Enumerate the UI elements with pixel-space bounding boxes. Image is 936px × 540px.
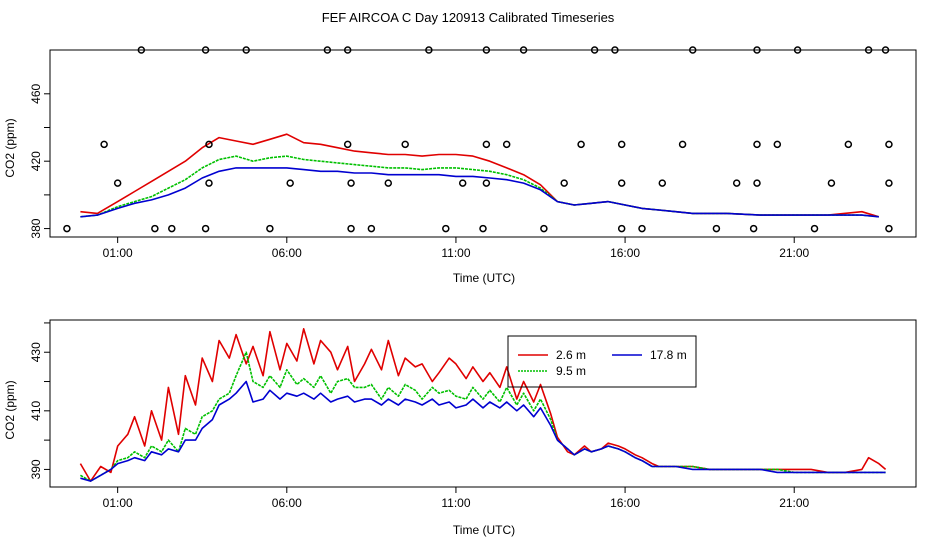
legend-frame [507, 335, 697, 388]
y-tick-label: 460 [29, 83, 43, 103]
data-point [590, 46, 599, 54]
data-point [658, 179, 667, 187]
x-tick-label: 01:00 [103, 496, 133, 510]
data-point [367, 224, 376, 233]
x-tick-label: 11:00 [441, 496, 470, 510]
x-tick-label: 11:00 [441, 246, 470, 260]
legend-label-2.6m: 2.6 m [556, 348, 586, 362]
top-panel-ylabel: CO2 (ppm) [3, 118, 17, 177]
data-point [732, 179, 741, 187]
data-point [753, 46, 761, 54]
data-point [482, 46, 491, 54]
data-point [242, 46, 250, 54]
data-point [323, 46, 332, 54]
data-point [773, 140, 782, 149]
data-point [425, 46, 433, 54]
data-point [810, 224, 819, 233]
data-point [881, 46, 890, 54]
data-point [201, 224, 210, 233]
data-point [347, 224, 355, 233]
data-point [201, 46, 210, 54]
data-point [482, 140, 491, 149]
data-point [793, 46, 802, 54]
legend: 2.6 m 9.5 m 17.8 m [507, 335, 697, 388]
y-tick-label: 410 [29, 400, 43, 420]
data-point [712, 224, 721, 233]
data-point [137, 46, 146, 54]
data-point [266, 224, 274, 233]
y-tick-label: 390 [29, 459, 43, 479]
legend-label-9.5m: 9.5 m [556, 364, 586, 378]
top-panel-series [80, 133, 880, 218]
data-point [617, 224, 626, 233]
figure-title: FEF AIRCOA C Day 120913 Calibrated Times… [322, 10, 615, 25]
bottom-panel-frame [49, 319, 917, 488]
bottom-panel-ylabel: CO2 (ppm) [3, 380, 17, 439]
top-panel-points [63, 46, 893, 233]
data-point [749, 224, 758, 233]
data-point [864, 46, 873, 54]
data-point [617, 140, 626, 149]
top-panel-scatter-and-lines: 01:00 06:00 11:00 16:00 21:00 380 420 460 Time … [3, 46, 917, 285]
data-point [519, 46, 528, 54]
data-point [343, 46, 352, 54]
data-point [458, 179, 467, 187]
data-point [347, 179, 355, 187]
x-tick-label: 21:00 [779, 246, 809, 260]
y-tick-label: 380 [29, 218, 43, 238]
data-point [611, 46, 619, 54]
x-tick-label: 16:00 [610, 496, 640, 510]
series-line-17.8m [80, 380, 886, 482]
data-point [151, 224, 159, 233]
bottom-panel-ticks: 01:00 06:00 11:00 16:00 21:00 390 410 430 [29, 322, 810, 510]
data-point [688, 46, 697, 54]
data-point [100, 140, 108, 149]
data-point [479, 224, 487, 233]
data-point [617, 179, 626, 187]
x-tick-label: 01:00 [103, 246, 133, 260]
data-point [168, 224, 176, 233]
series-line-17.8m [80, 167, 879, 218]
data-point [384, 179, 393, 187]
data-point [502, 140, 511, 149]
x-tick-label: 21:00 [779, 496, 809, 510]
data-point [753, 140, 761, 149]
data-point [577, 140, 585, 149]
data-point [63, 224, 71, 233]
top-panel-ticks: 01:00 06:00 11:00 16:00 21:00 380 420 460 [29, 83, 810, 260]
data-point [205, 179, 213, 187]
data-point [205, 140, 213, 149]
bottom-panel-xlabel: Time (UTC) [453, 523, 515, 537]
data-point [560, 179, 568, 187]
y-tick-label: 430 [29, 342, 43, 362]
series-line-2.6m [79, 328, 887, 482]
x-tick-label: 06:00 [272, 496, 302, 510]
data-point [638, 224, 646, 233]
top-panel-xlabel: Time (UTC) [453, 271, 515, 285]
data-point [885, 224, 893, 233]
x-tick-label: 16:00 [610, 246, 640, 260]
data-point [113, 179, 122, 187]
bottom-panel-series [79, 328, 887, 482]
data-point [401, 140, 409, 149]
legend-label-17.8m: 17.8 m [650, 348, 687, 362]
data-point [678, 140, 687, 149]
x-tick-label: 06:00 [272, 246, 302, 260]
bottom-panel-lines: 01:00 06:00 11:00 16:00 21:00 390 410 430 Time … [3, 319, 917, 537]
data-point [442, 224, 450, 233]
data-point [753, 179, 761, 187]
data-point [885, 140, 893, 149]
series-line-9.5m [80, 155, 879, 218]
y-tick-label: 420 [29, 151, 43, 171]
data-point [343, 140, 352, 149]
data-point [885, 179, 893, 187]
data-point [827, 179, 836, 187]
data-point [482, 179, 491, 187]
data-point [844, 140, 853, 149]
series-line-9.5m [80, 351, 886, 482]
data-point [540, 224, 548, 233]
data-point [286, 179, 294, 187]
